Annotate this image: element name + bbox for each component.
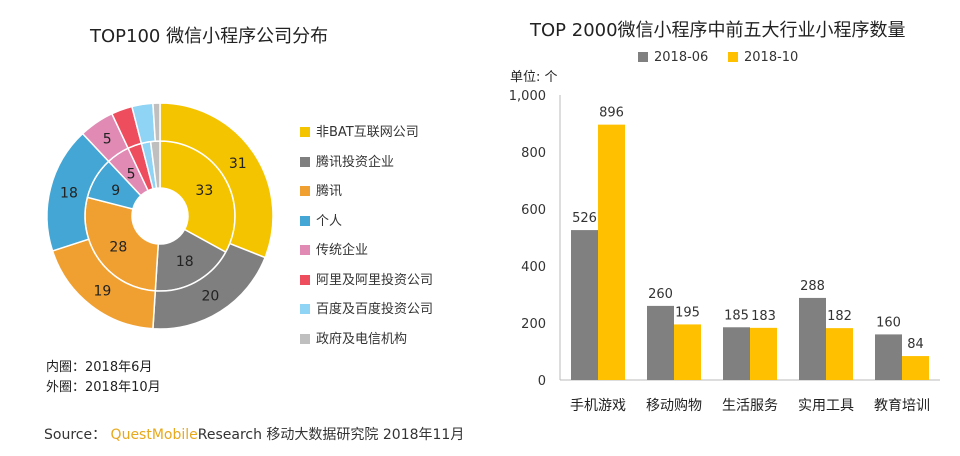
outer-slice-label: 19 [93,283,111,299]
legend-label: 政府及电信机构 [316,331,408,347]
legend-swatch [300,304,310,314]
pie-chart-title: TOP100 微信小程序公司分布 [90,26,329,47]
bar-legend-2018-06: 2018-06 [638,50,708,65]
bar-legend-2018-10: 2018-10 [728,50,798,65]
bar-value-label: 195 [675,305,700,320]
legend-label: 百度及百度投资公司 [316,302,434,317]
pie-legend-item: 腾讯 [300,180,342,199]
y-tick-label: 800 [521,146,546,161]
outer-slice-label: 5 [103,131,112,147]
legend-swatch [300,245,310,255]
x-category-label: 移动购物 [646,398,702,414]
bar-2018-06 [723,327,750,380]
unit-label: 单位: 个 [510,70,558,85]
legend-label: 传统企业 [316,243,369,258]
bar-2018-10 [598,124,625,380]
x-category-label: 生活服务 [722,398,778,414]
inner-slice-label: 5 [127,166,136,182]
y-tick-label: 400 [521,260,546,275]
outer-slice-label: 31 [229,156,247,172]
bar-value-label: 288 [800,279,825,294]
pie-legend-item: 政府及电信机构 [300,328,407,347]
source-line: Source： QuestMobileResearch 移动大数据研究院 201… [44,424,464,444]
bar-value-label: 182 [827,309,852,324]
pie-legend-item: 个人 [300,210,342,229]
bar-2018-10 [750,327,777,380]
bar-value-label: 185 [724,308,749,323]
bar-value-label: 183 [751,309,776,324]
outer-slice-label: 20 [201,288,219,304]
bar-value-label: 260 [648,287,673,302]
legend-label: 腾讯 [316,184,343,199]
x-category-label: 教育培训 [874,398,930,414]
inner-ring-note: 内圈：2018年6月 [46,360,153,375]
outer-slice-label: 18 [60,186,78,202]
outer-slice-7 [152,102,161,142]
x-category-label: 实用工具 [798,398,854,414]
pie-legend-item: 阿里及阿里投资公司 [300,269,433,288]
legend-swatch [638,52,648,62]
bar-2018-10 [902,356,929,380]
legend-swatch [300,333,310,344]
bar-2018-10 [674,324,701,380]
bar-2018-06 [799,297,826,380]
outer-ring-note: 外圈：2018年10月 [46,380,161,395]
y-tick-label: 600 [521,203,546,218]
legend-label: 腾讯投资企业 [316,154,395,170]
source-prefix: Source： [44,427,107,443]
legend-label: 个人 [316,213,343,229]
legend-swatch [300,215,310,226]
bar-2018-06 [571,230,598,380]
bar-chart-title: TOP 2000微信小程序中前五大行业小程序数量 [530,20,906,41]
bar-2018-10 [826,328,853,380]
inner-slice-label: 18 [176,254,194,270]
pie-legend-item: 百度及百度投资公司 [300,298,433,317]
legend-swatch [300,156,310,167]
legend-swatch [728,52,738,62]
y-tick-label: 0 [538,374,546,389]
pie-legend-item: 腾讯投资企业 [300,151,394,170]
y-tick-label: 200 [521,317,546,332]
inner-slice-label: 33 [195,183,213,199]
pie-legend-item: 传统企业 [300,239,368,258]
inner-slice-label: 9 [111,183,120,199]
bar-value-label: 896 [599,106,624,121]
source-brand: QuestMobile [110,427,198,443]
legend-swatch [300,127,310,137]
legend-label: 阿里及阿里投资公司 [316,272,434,288]
bar-value-label: 84 [907,337,924,352]
source-text: Research 移动大数据研究院 2018年11月 [197,427,465,443]
legend-swatch [300,274,310,285]
inner-slice-label: 28 [109,239,127,255]
pie-legend-item: 非BAT互联网公司 [300,121,419,140]
legend-label: 非BAT互联网公司 [316,125,419,140]
x-category-label: 手机游戏 [570,398,626,414]
bar-value-label: 526 [572,211,597,226]
legend-swatch [300,186,310,196]
bar-2018-06 [647,305,674,380]
bar-value-label: 160 [876,315,901,330]
y-tick-label: 1,000 [509,89,546,104]
bar-2018-06 [875,334,902,380]
